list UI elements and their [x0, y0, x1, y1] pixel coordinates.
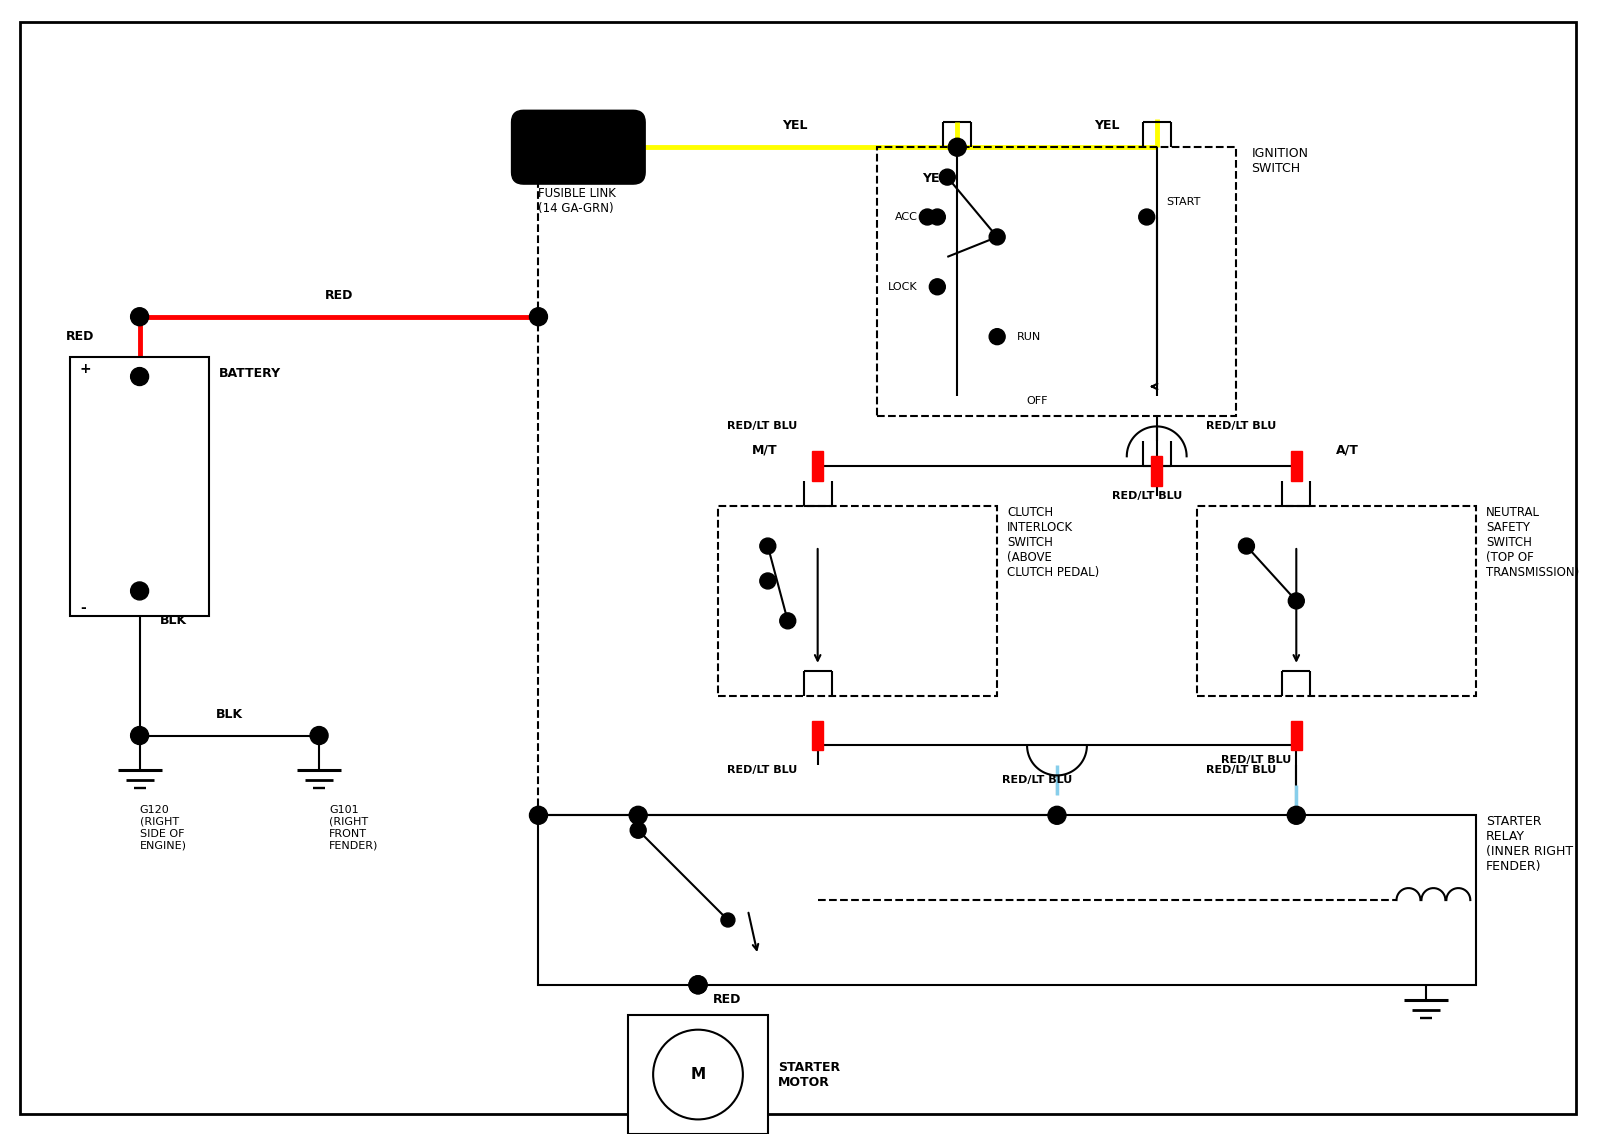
Text: RED/LT BLU: RED/LT BLU: [1206, 766, 1277, 776]
Text: BLK: BLK: [216, 708, 243, 720]
Text: M/T: M/T: [752, 443, 778, 457]
Text: M: M: [691, 1067, 706, 1083]
Text: BLK: BLK: [160, 615, 187, 627]
Bar: [877, 148, 1237, 417]
Circle shape: [989, 328, 1005, 344]
Circle shape: [989, 229, 1005, 245]
Bar: [1291, 451, 1302, 482]
Text: RED: RED: [66, 331, 94, 343]
Text: G120
(RIGHT
SIDE OF
ENGINE): G120 (RIGHT SIDE OF ENGINE): [139, 805, 187, 850]
Circle shape: [1238, 538, 1254, 554]
Circle shape: [920, 209, 936, 225]
Text: IGNITION
SWITCH: IGNITION SWITCH: [1251, 148, 1309, 175]
Circle shape: [1139, 209, 1155, 225]
Text: YEL: YEL: [1094, 119, 1120, 132]
Bar: [1152, 457, 1162, 486]
Circle shape: [629, 807, 646, 825]
Text: YEL: YEL: [922, 173, 947, 185]
Text: RED/LT BLU: RED/LT BLU: [1221, 755, 1291, 766]
Text: G101
(RIGHT
FRONT
FENDER): G101 (RIGHT FRONT FENDER): [330, 805, 379, 850]
Circle shape: [779, 613, 795, 629]
FancyBboxPatch shape: [512, 110, 645, 184]
Text: +: +: [80, 361, 91, 376]
Text: -: -: [80, 601, 85, 615]
Text: NEUTRAL
SAFETY
SWITCH
(TOP OF
TRANSMISSION): NEUTRAL SAFETY SWITCH (TOP OF TRANSMISSI…: [1486, 507, 1579, 579]
Circle shape: [949, 139, 966, 156]
Bar: [629, 1014, 768, 1135]
Circle shape: [131, 308, 149, 326]
Circle shape: [939, 169, 955, 185]
Circle shape: [690, 976, 707, 994]
Text: RED/LT BLU: RED/LT BLU: [728, 421, 798, 432]
Text: RED/LT BLU: RED/LT BLU: [1112, 491, 1182, 501]
Circle shape: [690, 976, 707, 994]
Circle shape: [630, 822, 646, 838]
Text: START: START: [1166, 197, 1202, 207]
Circle shape: [1048, 807, 1066, 825]
Bar: [70, 357, 210, 616]
Circle shape: [131, 582, 149, 600]
Circle shape: [930, 278, 946, 294]
Text: RED/LT BLU: RED/LT BLU: [1206, 421, 1277, 432]
Text: OFF: OFF: [1026, 396, 1048, 407]
Bar: [813, 720, 822, 751]
Text: RED/LT BLU: RED/LT BLU: [728, 766, 798, 776]
Circle shape: [1288, 593, 1304, 609]
Circle shape: [310, 727, 328, 744]
Text: STARTER
RELAY
(INNER RIGHT
FENDER): STARTER RELAY (INNER RIGHT FENDER): [1486, 816, 1573, 874]
Text: YEL: YEL: [782, 119, 808, 132]
Bar: [1291, 720, 1302, 751]
Bar: [813, 451, 822, 482]
Circle shape: [1288, 807, 1306, 825]
Text: RED: RED: [325, 289, 354, 302]
Text: BATTERY: BATTERY: [219, 367, 282, 379]
Bar: [1197, 507, 1475, 695]
Text: FUSIBLE LINK
(14 GA-GRN): FUSIBLE LINK (14 GA-GRN): [539, 187, 616, 215]
Circle shape: [760, 573, 776, 588]
Text: A/T: A/T: [1336, 443, 1358, 457]
Text: STARTER
MOTOR: STARTER MOTOR: [778, 1061, 840, 1088]
Circle shape: [760, 538, 776, 554]
Circle shape: [930, 209, 946, 225]
Circle shape: [530, 308, 547, 326]
Bar: [539, 816, 1475, 985]
Circle shape: [131, 368, 149, 385]
Text: CLUTCH
INTERLOCK
SWITCH
(ABOVE
CLUTCH PEDAL): CLUTCH INTERLOCK SWITCH (ABOVE CLUTCH PE…: [1006, 507, 1099, 579]
Circle shape: [530, 807, 547, 825]
Circle shape: [131, 727, 149, 744]
Text: RED: RED: [714, 993, 741, 1006]
Circle shape: [653, 1029, 742, 1119]
Text: ACC: ACC: [894, 212, 917, 222]
Text: RUN: RUN: [1018, 332, 1042, 342]
Text: RED/LT BLU: RED/LT BLU: [1002, 776, 1072, 785]
Circle shape: [722, 913, 734, 927]
Text: LOCK: LOCK: [888, 282, 917, 292]
Bar: [718, 507, 997, 695]
